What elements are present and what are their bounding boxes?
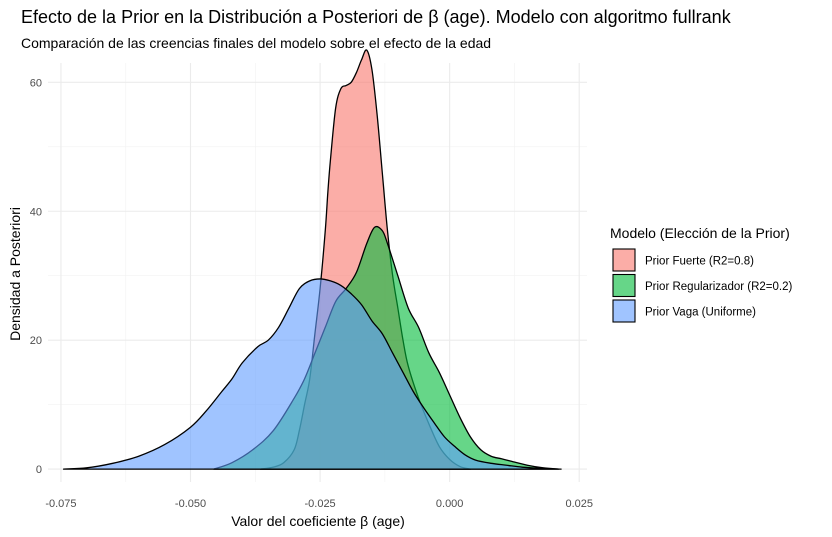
density-area-prior-vaga-uniforme [62, 278, 562, 470]
x-tick-label: 0.000 [436, 498, 464, 510]
y-axis-ticks: 0 20 40 60 [30, 77, 42, 476]
legend-label-prior-fuerte-r2-0-8: Prior Fuerte (R2=0.8) [645, 256, 754, 268]
legend: Modelo (Elección de la Prior) Prior Fuer… [610, 225, 792, 323]
chart-title: Efecto de la Prior en la Distribución a … [21, 7, 732, 27]
legend-key-prior-fuerte-r2-0-8 [612, 248, 636, 272]
legend-items: Prior Fuerte (R2=0.8) Prior Regularizador… [612, 248, 792, 323]
chart-subtitle: Comparación de las creencias finales del… [21, 35, 491, 51]
x-tick-label: -0.050 [175, 498, 206, 510]
legend-key-prior-vaga-uniforme [612, 299, 636, 323]
y-axis-title: Densidad a Posteriori [7, 207, 23, 341]
x-axis-ticks: -0.075 -0.050 -0.025 0.000 0.025 [45, 498, 593, 510]
x-tick-label: 0.025 [565, 498, 593, 510]
legend-title: Modelo (Elección de la Prior) [610, 225, 790, 241]
y-tick-label: 60 [30, 77, 42, 89]
legend-label-prior-regularizador-r2-0-2: Prior Regularizador (R2=0.2) [645, 281, 792, 293]
x-tick-label: -0.075 [45, 498, 76, 510]
x-axis-title: Valor del coeficiente β (age) [231, 513, 405, 529]
density-areas [62, 49, 562, 470]
y-tick-label: 40 [30, 206, 42, 218]
y-tick-label: 0 [36, 464, 42, 476]
y-tick-label: 20 [30, 335, 42, 347]
x-tick-label: -0.025 [304, 498, 335, 510]
legend-key-prior-regularizador-r2-0-2 [612, 273, 636, 298]
legend-label-prior-vaga-uniforme: Prior Vaga (Uniforme) [645, 307, 756, 319]
